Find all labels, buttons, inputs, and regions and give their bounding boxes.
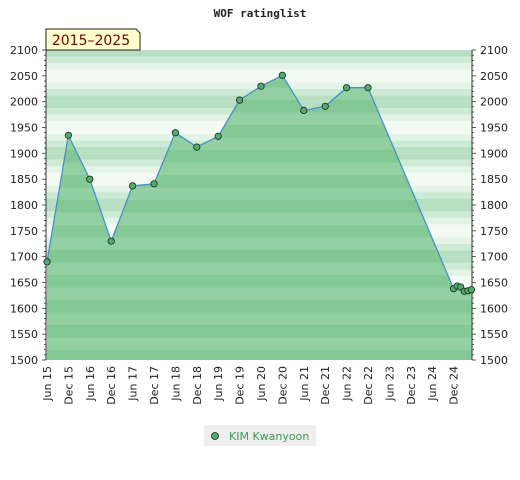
y-tick-label-left: 1500 bbox=[10, 354, 38, 367]
period-badge-text: 2015–2025 bbox=[52, 33, 130, 49]
data-point bbox=[236, 96, 244, 104]
data-markers bbox=[43, 71, 475, 295]
y-tick-label-left: 1600 bbox=[10, 302, 38, 315]
data-point bbox=[257, 82, 265, 90]
y-tick-label-left: 2100 bbox=[10, 44, 38, 57]
background-band bbox=[46, 62, 472, 70]
data-point bbox=[342, 84, 351, 92]
y-tick-label-left: 2050 bbox=[10, 70, 38, 83]
data-point bbox=[86, 175, 94, 183]
data-point bbox=[193, 143, 201, 151]
data-point bbox=[150, 180, 158, 188]
x-tick-label: Dec 21 bbox=[319, 366, 332, 405]
data-point bbox=[171, 129, 179, 137]
y-tick-label-left: 2000 bbox=[10, 96, 38, 109]
y-tick-label-right: 2100 bbox=[480, 44, 508, 57]
y-tick-label-left: 1800 bbox=[10, 199, 38, 212]
y-tick-label-right: 1600 bbox=[480, 302, 508, 315]
x-tick-label: Jun 20 bbox=[255, 366, 268, 402]
y-tick-label-left: 1900 bbox=[10, 147, 38, 160]
data-point bbox=[214, 132, 222, 140]
x-tick-label: Dec 15 bbox=[62, 366, 75, 405]
x-tick-label: Dec 24 bbox=[448, 366, 461, 405]
data-point bbox=[467, 286, 475, 294]
x-tick-label: Dec 16 bbox=[105, 366, 118, 405]
x-tick-label: Dec 18 bbox=[191, 366, 204, 405]
legend-marker-icon bbox=[211, 432, 219, 440]
x-tick-label: Dec 23 bbox=[405, 366, 418, 405]
y-tick-label-right: 1500 bbox=[480, 354, 508, 367]
x-tick-label: Jun 16 bbox=[84, 366, 97, 402]
y-tick-label-right: 1750 bbox=[480, 225, 508, 238]
axes bbox=[42, 49, 476, 361]
period-badge: 2015–2025 bbox=[45, 28, 141, 51]
y-tick-label-right: 2000 bbox=[480, 96, 508, 109]
data-point bbox=[300, 106, 308, 115]
y-tick-label-left: 1950 bbox=[10, 122, 38, 135]
background-band bbox=[46, 75, 472, 83]
y-tick-label-right: 1850 bbox=[480, 173, 508, 186]
y-tick-label-right: 1800 bbox=[480, 199, 508, 212]
x-tick-label: Dec 17 bbox=[148, 366, 161, 405]
rating-area-fill bbox=[47, 75, 472, 361]
background-band bbox=[46, 69, 472, 76]
data-point bbox=[321, 102, 329, 110]
data-point bbox=[64, 131, 73, 139]
legend-label: KIM Kwanyoon bbox=[229, 430, 309, 443]
axis-labels: 1500 1500 1550 1550 1600 1600 1650 1650 1700 1700… bbox=[10, 44, 508, 405]
data-point bbox=[107, 237, 115, 245]
x-tick-label: Jun 24 bbox=[426, 366, 439, 402]
data-point bbox=[364, 84, 372, 92]
x-tick-label: Dec 22 bbox=[362, 366, 375, 405]
legend[interactable]: KIM Kwanyoon bbox=[204, 425, 316, 446]
x-tick-label: Jun 17 bbox=[127, 366, 140, 402]
y-tick-label-left: 1750 bbox=[10, 225, 38, 238]
data-point bbox=[278, 71, 286, 79]
x-tick-label: Jun 18 bbox=[169, 366, 182, 402]
x-tick-label: Jun 21 bbox=[298, 366, 311, 402]
y-tick-label-right: 2050 bbox=[480, 70, 508, 83]
data-point bbox=[43, 258, 51, 266]
x-tick-label: Jun 22 bbox=[341, 366, 354, 402]
x-tick-label: Jun 15 bbox=[41, 366, 54, 402]
background-band bbox=[46, 56, 472, 63]
y-tick-label-right: 1900 bbox=[480, 147, 508, 160]
x-tick-label: Jun 19 bbox=[212, 366, 225, 402]
x-tick-label: Jun 23 bbox=[383, 366, 396, 402]
y-tick-label-left: 1850 bbox=[10, 173, 38, 186]
y-tick-label-right: 1550 bbox=[480, 328, 508, 341]
y-tick-label-left: 1700 bbox=[10, 251, 38, 264]
x-tick-label: Dec 19 bbox=[234, 366, 247, 405]
y-tick-label-left: 1550 bbox=[10, 328, 38, 341]
chart-title: WOF ratinglist bbox=[214, 7, 307, 20]
y-tick-label-right: 1650 bbox=[480, 277, 508, 290]
x-tick-label: Dec 20 bbox=[276, 366, 289, 405]
background-band bbox=[46, 50, 472, 57]
y-tick-label-right: 1700 bbox=[480, 251, 508, 264]
data-point bbox=[129, 182, 137, 190]
y-tick-label-right: 1950 bbox=[480, 122, 508, 135]
y-tick-label-left: 1650 bbox=[10, 277, 38, 290]
